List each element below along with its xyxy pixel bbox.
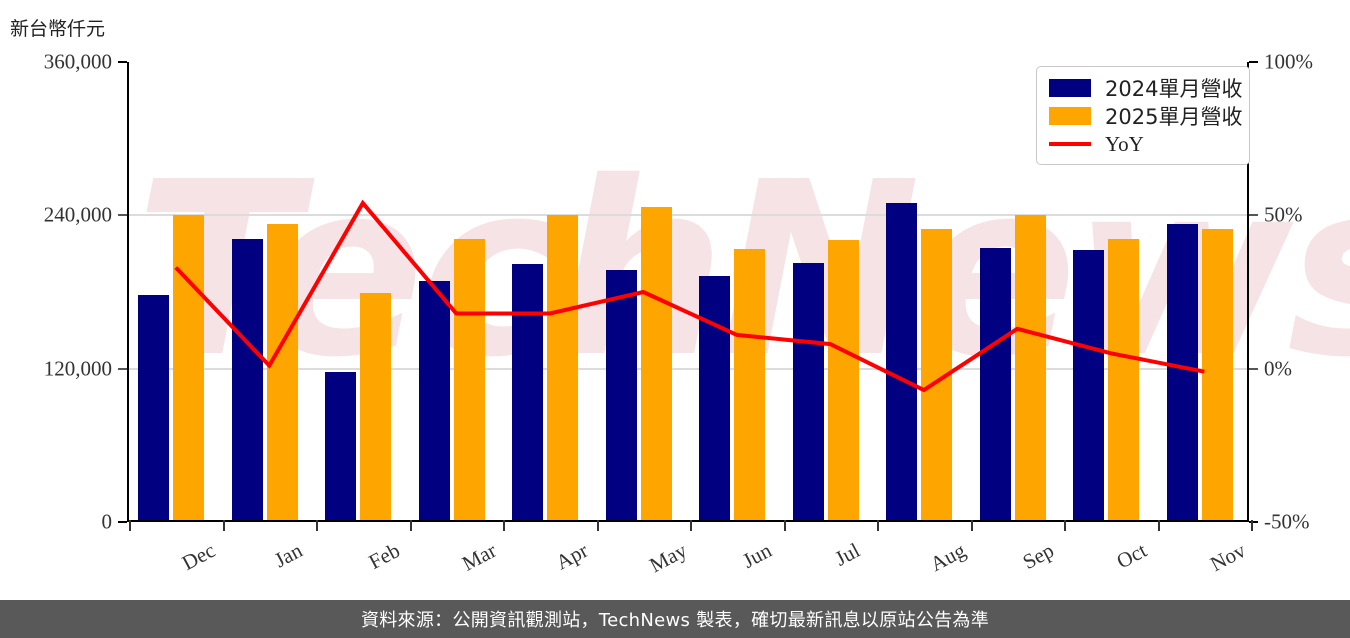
footer-bar: 資料來源：公開資訊觀測站，TechNews 製表，確切最新訊息以原站公告為準 [0, 600, 1350, 638]
y2-axis-tick [1249, 214, 1258, 217]
bar-2025[interactable] [1014, 214, 1046, 520]
x-axis-tick [1064, 520, 1066, 531]
axis-tick-top-right [1249, 61, 1258, 63]
bar-group [784, 62, 878, 520]
y-axis-title: 新台幣仟元 [10, 18, 106, 40]
x-axis-tick-label: Aug [925, 538, 970, 577]
axis-tick-top-left [118, 61, 127, 63]
x-axis-tick [1251, 520, 1253, 531]
x-axis-tick [690, 520, 692, 531]
x-axis-tick-label: Nov [1206, 538, 1250, 577]
x-axis-tick [222, 520, 225, 531]
bar-2024[interactable] [325, 371, 356, 520]
x-axis-tick [316, 520, 318, 531]
x-axis-tick [783, 520, 786, 531]
y2-axis-tick [1249, 521, 1258, 523]
bar-group [316, 62, 410, 520]
bar-group [877, 62, 971, 520]
bar-group [690, 62, 784, 520]
x-axis-tick [1157, 520, 1160, 531]
y-axis-tick-label: 360,000 [43, 49, 112, 74]
bar-2024[interactable] [886, 203, 917, 520]
y-axis-tick-label: 240,000 [43, 202, 112, 227]
x-axis-tick [877, 520, 879, 531]
y-axis-tick-label: 120,000 [43, 356, 112, 381]
x-axis-tick-label: Jun [738, 538, 776, 573]
bar-2024[interactable] [138, 295, 169, 520]
bar-2025[interactable] [921, 228, 952, 520]
x-axis-tick [596, 520, 599, 531]
bar-2024[interactable] [512, 264, 543, 520]
legend-item-label: 2024單月營收 [1105, 77, 1243, 101]
bar-2024[interactable] [792, 263, 824, 520]
x-axis-tick-label: Jan [270, 538, 307, 573]
y2-axis-tick [1249, 367, 1258, 370]
legend-item[interactable]: YoY [1037, 130, 1249, 158]
bar-2025[interactable] [173, 214, 204, 520]
bar-2025[interactable] [266, 223, 298, 520]
x-axis-tick-label: Oct [1112, 538, 1151, 574]
bar-2025[interactable] [453, 238, 485, 520]
bar-2025[interactable] [1108, 238, 1139, 520]
bar-2025[interactable] [547, 214, 578, 520]
bar-2024[interactable] [605, 269, 637, 520]
legend-swatch-icon [1049, 79, 1091, 97]
y-axis-tick [118, 367, 127, 370]
y-axis-tick [118, 521, 127, 523]
bar-2024[interactable] [1073, 250, 1104, 520]
x-axis-tick [129, 520, 131, 531]
y2-axis-tick-label: 0% [1264, 356, 1292, 381]
x-axis-tick-label: Sep [1018, 538, 1059, 574]
y2-axis-tick-label: 50% [1264, 202, 1303, 227]
bar-group [410, 62, 504, 520]
bar-group [223, 62, 317, 520]
bar-2024[interactable] [1166, 223, 1198, 520]
x-axis-tick [503, 520, 505, 531]
y-axis-tick-label: 0 [101, 509, 113, 534]
x-axis-tick [409, 520, 412, 531]
legend-item-label: 2025單月營收 [1105, 105, 1243, 129]
bar-2025[interactable] [360, 292, 391, 520]
chart-legend: 2024單月營收 2025單月營收 YoY [1036, 66, 1250, 165]
x-axis-tick [970, 520, 973, 531]
y-axis-tick [118, 214, 127, 217]
bar-2024[interactable] [699, 275, 730, 520]
bar-2024[interactable] [979, 247, 1011, 520]
bar-group [129, 62, 223, 520]
legend-item-label: YoY [1105, 131, 1144, 156]
bar-group [503, 62, 597, 520]
x-axis-tick-label: Dec [177, 538, 219, 576]
legend-item[interactable]: 2025單月營收 [1037, 102, 1249, 130]
legend-line-marker-icon [1049, 142, 1091, 146]
x-axis-tick-label: May [645, 538, 692, 578]
bar-2025[interactable] [1201, 228, 1233, 520]
x-axis-tick-label: Mar [458, 538, 501, 576]
y2-axis-tick-label: -50% [1264, 509, 1310, 534]
plot-area [118, 61, 1258, 531]
y2-axis-tick-label: 100% [1264, 49, 1313, 74]
bar-2024[interactable] [231, 238, 263, 520]
footer-text: 資料來源：公開資訊觀測站，TechNews 製表，確切最新訊息以原站公告為準 [360, 610, 990, 631]
x-axis-tick-label: Feb [364, 538, 404, 574]
x-axis-tick-label: Jul [831, 538, 865, 571]
bar-2024[interactable] [418, 281, 450, 520]
bar-2025[interactable] [734, 249, 765, 520]
legend-item[interactable]: 2024單月營收 [1037, 74, 1249, 102]
bar-group [597, 62, 691, 520]
bar-2025[interactable] [640, 206, 672, 520]
x-axis-tick-label: Apr [551, 538, 592, 575]
bar-2025[interactable] [827, 240, 859, 520]
legend-swatch-icon [1049, 107, 1091, 125]
